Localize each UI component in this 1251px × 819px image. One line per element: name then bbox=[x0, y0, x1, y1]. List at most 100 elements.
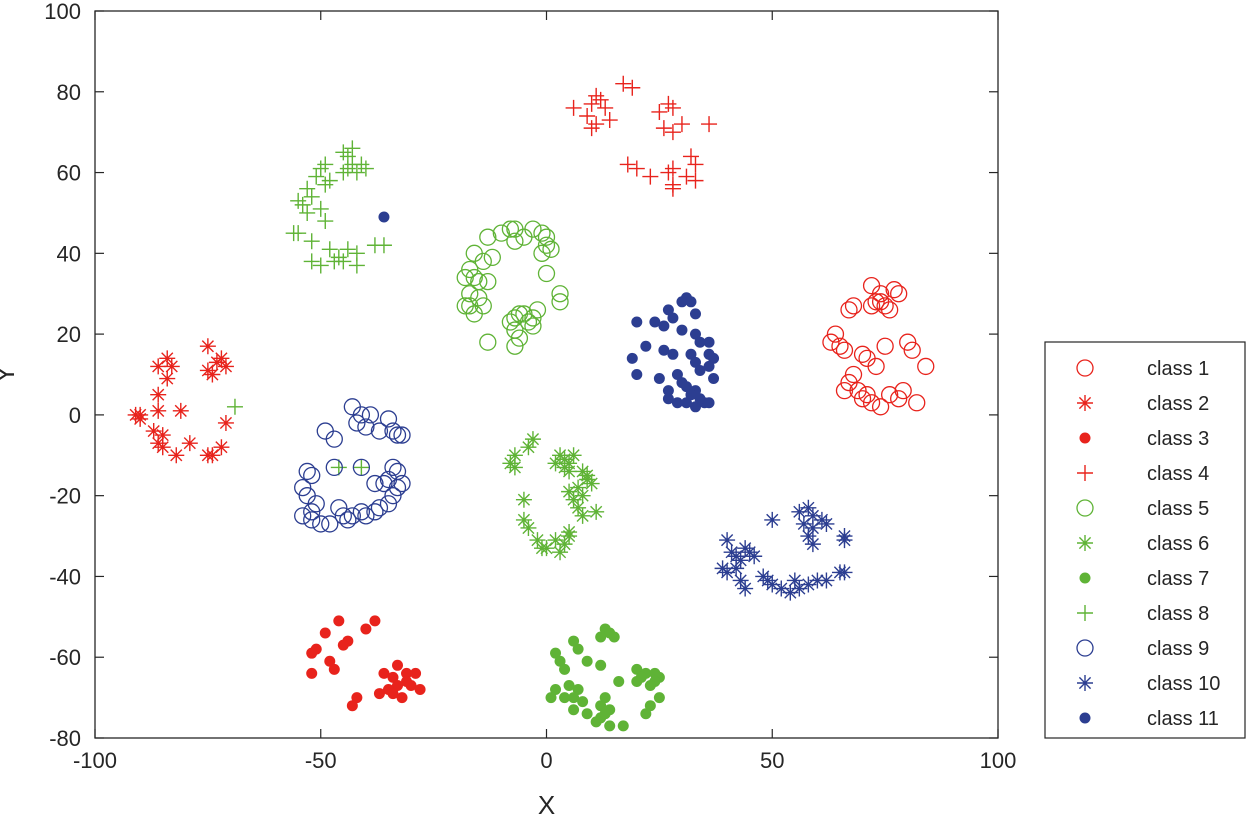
data-point bbox=[800, 528, 817, 545]
data-point bbox=[786, 572, 803, 589]
data-point bbox=[479, 228, 497, 246]
data-point bbox=[791, 580, 808, 597]
legend-entry: class 10 bbox=[1077, 673, 1220, 695]
data-point bbox=[515, 228, 533, 246]
data-point bbox=[689, 308, 701, 320]
data-point bbox=[840, 301, 858, 319]
data-point bbox=[373, 688, 385, 700]
data-point bbox=[719, 532, 736, 549]
data-point bbox=[533, 224, 551, 242]
data-point bbox=[903, 341, 921, 359]
data-point bbox=[689, 401, 701, 413]
data-point bbox=[613, 675, 625, 687]
data-point bbox=[524, 309, 542, 327]
legend: class 1 class 2 class 3 class 4 class 5 class… bbox=[1044, 341, 1246, 739]
data-point bbox=[746, 548, 763, 565]
legend-entry: class 7 bbox=[1079, 568, 1209, 590]
data-point bbox=[339, 511, 357, 529]
data-point bbox=[353, 459, 370, 476]
data-point bbox=[306, 667, 318, 679]
series-class-4 bbox=[565, 75, 718, 197]
data-point bbox=[393, 426, 411, 444]
data-point bbox=[145, 423, 162, 440]
legend-label: class 2 bbox=[1147, 393, 1209, 415]
legend-entry: class 11 bbox=[1079, 708, 1219, 730]
data-point bbox=[396, 692, 408, 704]
data-point bbox=[360, 623, 372, 635]
data-point bbox=[217, 414, 234, 431]
data-point bbox=[204, 366, 221, 383]
data-point bbox=[685, 296, 697, 308]
data-point bbox=[858, 386, 876, 404]
data-point bbox=[204, 447, 221, 464]
x-axis-label: X bbox=[538, 790, 555, 819]
data-point bbox=[764, 576, 781, 593]
legend-marker bbox=[1077, 675, 1093, 691]
legend-label: class 9 bbox=[1147, 638, 1209, 660]
data-point bbox=[826, 325, 845, 343]
data-point bbox=[703, 336, 715, 348]
data-point bbox=[577, 696, 589, 708]
legend-marker bbox=[1077, 395, 1093, 411]
data-point bbox=[608, 631, 620, 643]
data-point bbox=[667, 312, 679, 324]
data-point bbox=[574, 487, 591, 504]
data-point bbox=[294, 507, 312, 525]
legend-entry: class 4 bbox=[1077, 463, 1209, 485]
data-point bbox=[321, 241, 338, 258]
data-point bbox=[595, 659, 607, 671]
data-point bbox=[524, 317, 542, 335]
y-tick-label: 80 bbox=[57, 80, 81, 105]
data-point bbox=[154, 439, 171, 456]
data-point bbox=[708, 373, 720, 385]
data-point bbox=[474, 252, 492, 271]
data-point bbox=[344, 140, 361, 157]
y-tick-label: -40 bbox=[49, 564, 81, 589]
legend-entry: class 9 bbox=[1076, 638, 1209, 660]
data-point bbox=[352, 458, 371, 477]
data-point bbox=[595, 631, 607, 643]
data-point bbox=[640, 708, 652, 720]
legend-label: class 10 bbox=[1147, 673, 1220, 695]
data-point bbox=[328, 663, 340, 675]
data-point bbox=[319, 627, 331, 639]
data-point bbox=[479, 272, 497, 291]
legend-entry: class 3 bbox=[1079, 428, 1209, 450]
data-point bbox=[867, 293, 885, 311]
data-point bbox=[708, 352, 720, 364]
data-point bbox=[163, 358, 180, 375]
legend-label: class 4 bbox=[1147, 463, 1209, 485]
data-point bbox=[414, 684, 426, 696]
data-point bbox=[651, 103, 668, 120]
data-point bbox=[561, 524, 578, 541]
data-point bbox=[317, 213, 334, 230]
data-point bbox=[581, 708, 593, 720]
data-point bbox=[664, 124, 681, 141]
data-point bbox=[862, 297, 881, 315]
data-point bbox=[312, 257, 329, 274]
data-point bbox=[908, 394, 926, 412]
data-point bbox=[568, 692, 580, 704]
series-class-5 bbox=[456, 220, 569, 355]
data-point bbox=[312, 200, 329, 217]
data-point bbox=[506, 321, 524, 339]
data-point bbox=[150, 402, 167, 419]
data-point bbox=[465, 268, 483, 287]
data-point bbox=[550, 647, 562, 659]
series-class-11 bbox=[378, 211, 720, 413]
data-point bbox=[334, 507, 352, 525]
data-point bbox=[351, 692, 363, 704]
data-point bbox=[597, 99, 614, 116]
data-point bbox=[579, 471, 596, 488]
legend-label: class 3 bbox=[1147, 428, 1209, 450]
data-point bbox=[804, 507, 821, 524]
legend-marker bbox=[1077, 605, 1093, 621]
data-point bbox=[326, 253, 343, 270]
data-point bbox=[687, 172, 704, 189]
data-point bbox=[379, 410, 398, 428]
data-point bbox=[764, 511, 781, 528]
series-class-8 bbox=[226, 140, 392, 476]
data-point bbox=[348, 164, 365, 181]
legend-marker bbox=[1076, 499, 1094, 517]
data-point bbox=[308, 168, 325, 185]
